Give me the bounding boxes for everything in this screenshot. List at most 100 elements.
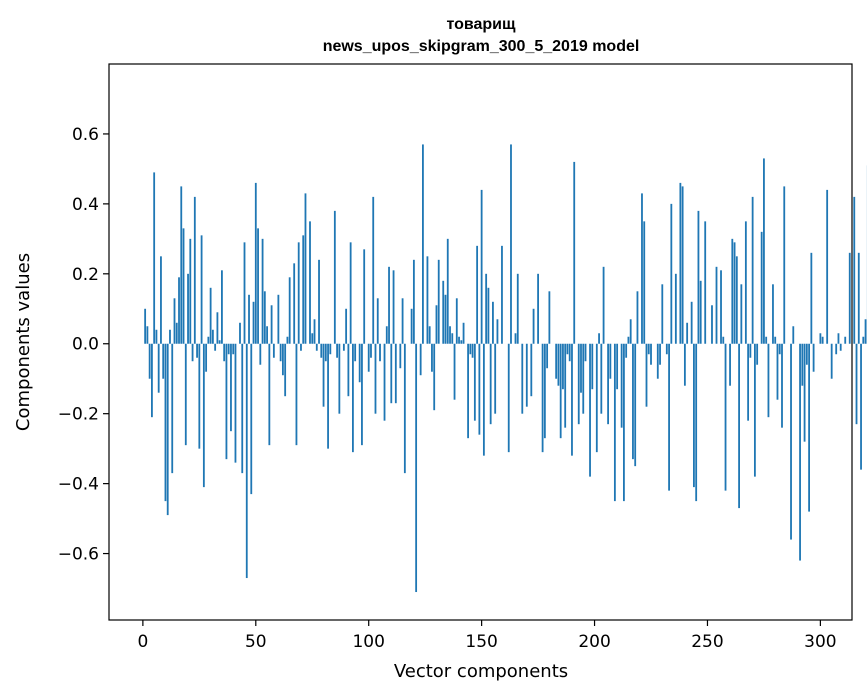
bar-319 — [862, 336, 865, 344]
bar-287 — [790, 343, 792, 540]
bar-11 — [166, 343, 169, 516]
bar-109 — [388, 266, 390, 344]
bar-216 — [629, 319, 632, 344]
bar-263 — [735, 256, 738, 344]
bar-281 — [776, 343, 779, 400]
bar-198 — [589, 343, 591, 477]
bar-61 — [279, 343, 282, 362]
bar-139 — [455, 298, 458, 344]
bar-151 — [482, 343, 485, 456]
bar-111 — [392, 270, 395, 344]
bar-19 — [184, 343, 187, 446]
bar-18 — [182, 228, 185, 344]
bar-284 — [783, 186, 786, 344]
bar-47 — [248, 294, 250, 344]
bar-165 — [514, 333, 517, 344]
bar-163 — [510, 144, 512, 344]
y-tick-label: 0.0 — [72, 335, 99, 355]
bar-203 — [600, 343, 603, 414]
bar-127 — [428, 326, 431, 344]
bar-218 — [634, 343, 637, 467]
bar-17 — [180, 186, 183, 344]
bar-295 — [808, 343, 810, 512]
bar-309 — [839, 343, 842, 351]
bar-53 — [261, 238, 264, 344]
bar-280 — [774, 336, 777, 344]
bar-105 — [379, 343, 381, 362]
bar-177 — [541, 343, 544, 453]
bar-195 — [582, 343, 585, 414]
bar-249 — [704, 221, 707, 344]
bar-317 — [857, 252, 860, 344]
bar-188 — [566, 343, 569, 355]
chart-subtitle: news_upos_skipgram_300_5_2019 model — [323, 38, 640, 55]
bar-232 — [665, 343, 668, 355]
bar-121 — [415, 343, 418, 593]
bar-120 — [412, 259, 415, 344]
bar-217 — [632, 343, 634, 460]
bar-191 — [573, 161, 576, 344]
bar-223 — [645, 343, 648, 407]
bar-9 — [162, 343, 165, 379]
bar-25 — [198, 343, 201, 449]
bar-257 — [722, 336, 725, 344]
bar-46 — [245, 343, 248, 579]
bar-291 — [799, 343, 801, 561]
bar-77 — [315, 343, 318, 351]
bar-93 — [352, 343, 354, 453]
bar-260 — [729, 343, 731, 386]
bar-282 — [778, 343, 781, 355]
bar-64 — [286, 336, 289, 344]
bar-10 — [164, 343, 167, 502]
bar-86 — [336, 343, 338, 358]
bar-8 — [160, 256, 162, 344]
bar-114 — [399, 343, 402, 369]
bar-318 — [860, 343, 862, 470]
bar-180 — [548, 291, 551, 344]
bar-267 — [744, 221, 747, 344]
bar-277 — [767, 343, 770, 418]
bar-311 — [844, 336, 847, 344]
bar-186 — [562, 343, 564, 390]
bar-179 — [546, 343, 549, 369]
bar-212 — [620, 343, 623, 428]
bar-15 — [175, 322, 178, 344]
x-tick-label: 250 — [691, 632, 723, 652]
bar-183 — [555, 343, 558, 379]
bar-97 — [361, 343, 363, 446]
bar-152 — [485, 273, 488, 344]
bar-320 — [864, 319, 867, 344]
bar-194 — [580, 343, 582, 393]
bar-213 — [623, 343, 625, 502]
bar-29 — [207, 336, 210, 344]
bar-16 — [178, 277, 180, 344]
bar-157 — [496, 319, 499, 344]
bar-90 — [345, 308, 348, 344]
bar-252 — [711, 305, 713, 344]
bar-297 — [812, 343, 815, 372]
bar-185 — [559, 343, 562, 439]
bar-229 — [659, 343, 661, 365]
bar-196 — [584, 343, 587, 362]
bar-202 — [598, 333, 600, 344]
bar-133 — [442, 280, 445, 344]
y-tick-label: 0.6 — [72, 125, 99, 145]
bar-34 — [218, 340, 221, 344]
bar-131 — [437, 259, 440, 344]
bar-275 — [763, 158, 765, 344]
bar-168 — [521, 343, 524, 414]
bar-67 — [293, 263, 296, 344]
bar-201 — [595, 343, 598, 453]
bar-154 — [489, 343, 492, 425]
bar-50 — [254, 182, 257, 344]
bar-56 — [268, 343, 271, 446]
bar-215 — [627, 336, 630, 344]
bar-159 — [501, 245, 503, 344]
bar-52 — [259, 343, 262, 365]
bar-115 — [401, 298, 404, 344]
bar-268 — [747, 343, 750, 421]
bar-243 — [690, 301, 693, 344]
bar-41 — [234, 343, 237, 463]
bar-300 — [819, 333, 822, 344]
bar-20 — [187, 273, 189, 344]
